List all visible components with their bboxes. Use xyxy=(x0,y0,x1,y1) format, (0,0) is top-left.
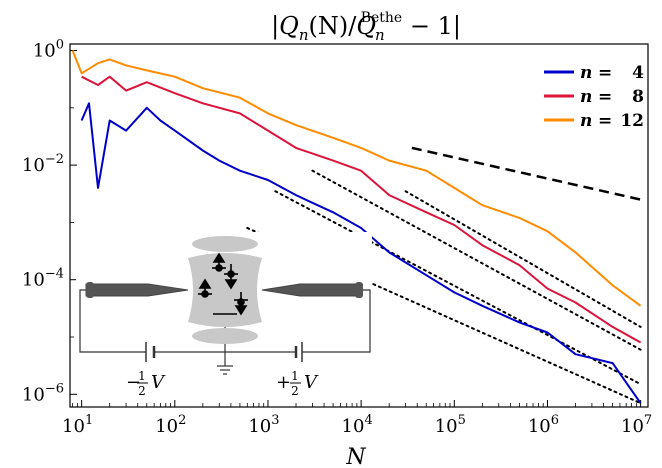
series-line-0 xyxy=(80,102,642,404)
ground-icon xyxy=(217,365,233,375)
svg-text:V: V xyxy=(304,372,319,393)
chart-title: |Qn(N)/QnBethe − 1| xyxy=(271,10,461,44)
legend: n = 4 n = 8 n = 12 xyxy=(544,63,644,131)
quantum-dot xyxy=(188,253,262,327)
voltage-label-right: + 1 2 V xyxy=(276,369,319,398)
svg-text:n: n xyxy=(580,63,592,83)
legend-entry-n4: n = 4 xyxy=(544,63,644,83)
series-line-2 xyxy=(71,50,642,307)
y-tick-label: 100 xyxy=(33,38,64,62)
x-tick-label: 104 xyxy=(342,413,373,437)
svg-text:1: 1 xyxy=(138,369,146,383)
y-tick-label: 10−4 xyxy=(22,267,64,291)
guide-lines xyxy=(246,146,642,405)
inset-schematic: − 1 2 V + 1 2 V xyxy=(76,232,372,398)
svg-text:V: V xyxy=(151,372,166,393)
dashed-guide-line xyxy=(411,146,641,201)
svg-text:=: = xyxy=(598,111,612,131)
x-tick-label: 106 xyxy=(528,413,559,437)
x-tick-label: 102 xyxy=(155,413,186,437)
y-tick-label: 10−6 xyxy=(22,381,64,405)
left-lead-cap xyxy=(86,282,94,298)
legend-entry-n12: n = 12 xyxy=(544,111,644,131)
dotted-guide-line xyxy=(311,169,642,351)
gate-bottom xyxy=(192,328,258,344)
svg-text:4: 4 xyxy=(632,63,644,83)
svg-text:2: 2 xyxy=(291,384,299,398)
series-line-1 xyxy=(81,75,642,344)
dotted-guide-line xyxy=(274,190,642,386)
svg-text:n: n xyxy=(580,87,592,107)
svg-text:=: = xyxy=(598,63,612,83)
circuit-wire xyxy=(79,289,146,353)
x-axis-label: N xyxy=(345,445,366,468)
dotted-guide-line xyxy=(404,190,642,328)
right-lead-cap xyxy=(355,282,363,298)
x-tick-label: 103 xyxy=(248,413,279,437)
x-tick-label: 105 xyxy=(435,413,466,437)
x-tick-label: 107 xyxy=(621,413,652,437)
spin-arrows-icon xyxy=(198,252,248,316)
svg-text:n: n xyxy=(580,111,592,131)
axes: 101 102 103 104 105 106 107 100 10−2 10−4 10−6 xyxy=(22,38,652,437)
x-tick-label: 101 xyxy=(62,413,93,437)
svg-text:8: 8 xyxy=(632,87,644,107)
svg-text:2: 2 xyxy=(138,384,146,398)
svg-text:=: = xyxy=(598,87,612,107)
svg-text:1: 1 xyxy=(291,369,299,383)
plot-frame xyxy=(69,43,649,408)
svg-text:−: − xyxy=(126,372,141,393)
svg-text:12: 12 xyxy=(620,111,644,131)
legend-entry-n8: n = 8 xyxy=(544,87,644,107)
series-lines xyxy=(71,50,642,404)
voltage-label-left: − 1 2 V xyxy=(126,369,166,398)
circuit-wire xyxy=(302,289,371,353)
gate-top xyxy=(192,236,258,252)
svg-text:+: + xyxy=(276,372,291,393)
y-tick-label: 10−2 xyxy=(22,152,64,176)
